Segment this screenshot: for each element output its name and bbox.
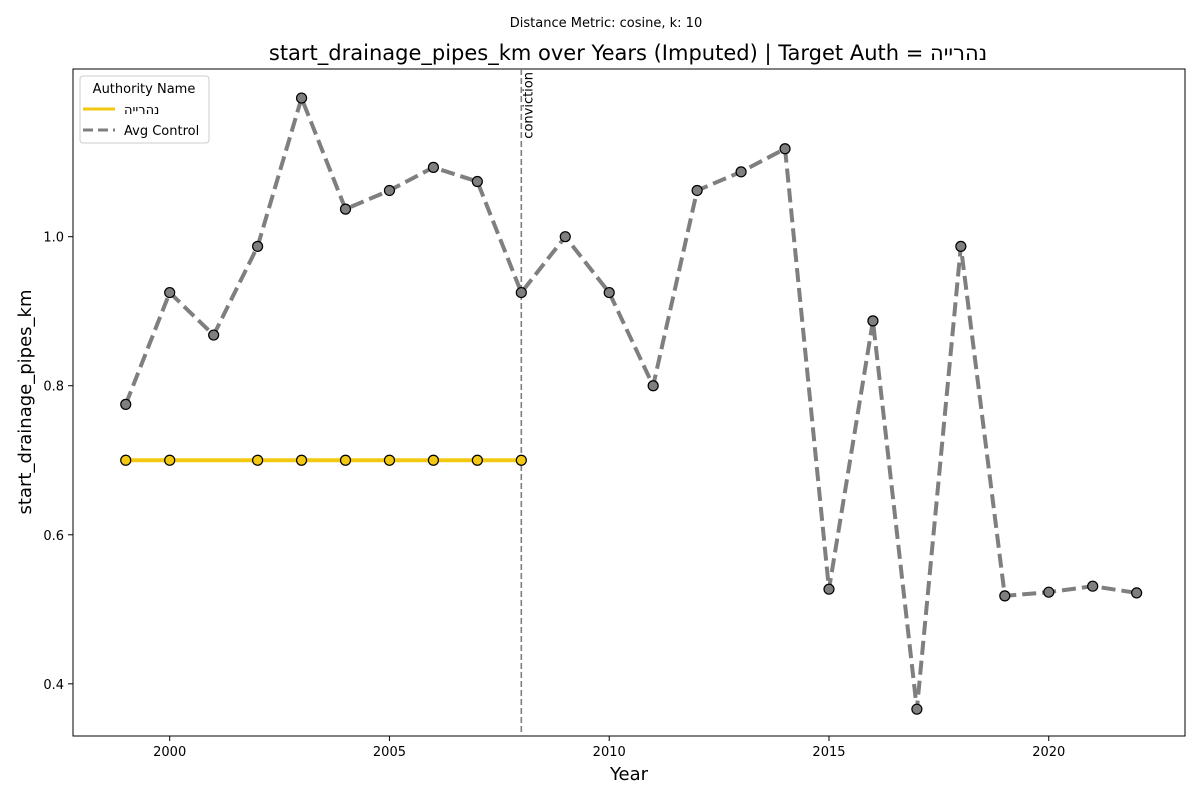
y-tick-label: 1.0: [43, 231, 64, 246]
series-1: [120, 92, 1143, 715]
x-tick-label: 2005: [373, 745, 406, 760]
y-axis-title: start_drainage_pipes_km: [15, 290, 36, 515]
data-point: [1043, 586, 1055, 598]
data-point: [252, 454, 264, 466]
plot-area: [72, 68, 1186, 737]
data-point: [867, 315, 879, 327]
data-point: [1131, 587, 1143, 599]
data-point: [295, 454, 308, 466]
data-point: [515, 454, 527, 466]
annotations: conviction: [520, 69, 536, 736]
data-point: [120, 398, 132, 410]
data-point: [647, 380, 659, 392]
data-point: [339, 203, 352, 215]
data-point: [295, 92, 308, 104]
x-tick-label: 2015: [812, 745, 845, 760]
data-point: [427, 161, 440, 173]
data-point: [735, 166, 747, 178]
data-point: [339, 454, 352, 466]
data-point: [1087, 580, 1099, 592]
data-point: [515, 286, 527, 299]
data-point: [120, 454, 132, 466]
legend: Authority Name נהרייה Avg Control: [79, 75, 210, 144]
x-axis-ticks: 2000 2005 2010 2015 2020: [153, 736, 1065, 760]
data-point: [911, 703, 923, 715]
y-axis-ticks: 0.4 0.6 0.8 1.0: [43, 231, 73, 693]
conviction-label: conviction: [521, 72, 536, 139]
chart-title: start_drainage_pipes_km over Years (Impu…: [269, 41, 987, 66]
y-tick-label: 0.8: [43, 380, 64, 395]
data-point: [208, 329, 220, 341]
data-point: [559, 231, 571, 243]
series-layer: [120, 92, 1143, 715]
data-point: [252, 240, 264, 252]
data-point: [779, 143, 791, 155]
data-point: [603, 286, 615, 299]
x-tick-label: 2010: [593, 745, 626, 760]
legend-title: Authority Name: [93, 82, 196, 97]
data-point: [164, 454, 176, 466]
data-point: [999, 590, 1011, 602]
y-tick-label: 0.4: [43, 678, 64, 693]
legend-label-target: נהרייה: [124, 103, 159, 118]
chart-subtitle: Distance Metric: cosine, k: 10: [510, 16, 702, 31]
legend-label-avg-control: Avg Control: [124, 124, 199, 139]
data-point: [164, 286, 176, 299]
series-line: [123, 96, 1137, 712]
x-tick-label: 2000: [153, 745, 186, 760]
data-point: [383, 454, 396, 466]
series-0: [120, 454, 527, 466]
data-point: [427, 454, 440, 466]
data-point: [383, 184, 396, 197]
y-tick-label: 0.6: [43, 529, 64, 544]
data-point: [823, 583, 835, 595]
data-point: [471, 175, 483, 188]
data-point: [955, 240, 967, 252]
x-axis-title: Year: [609, 764, 649, 785]
x-tick-label: 2020: [1032, 745, 1065, 760]
legend-box: [79, 75, 210, 144]
data-point: [691, 184, 703, 197]
data-point: [471, 454, 483, 466]
